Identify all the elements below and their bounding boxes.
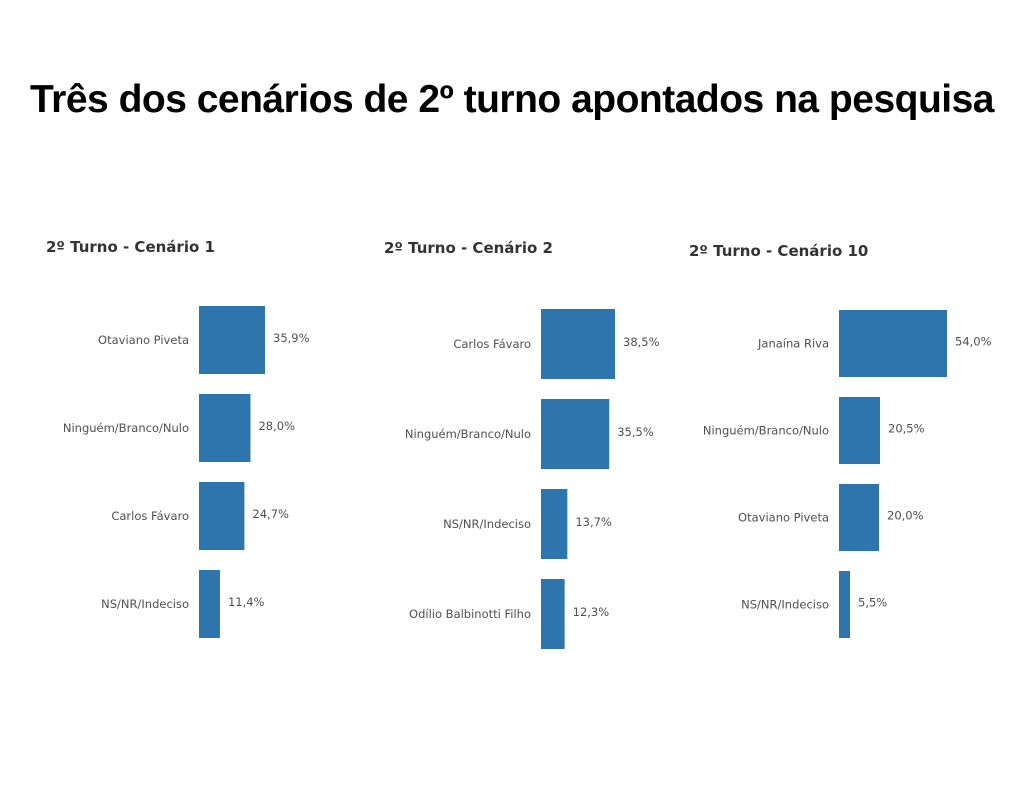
- category-label: Ninguém/Branco/Nulo: [63, 421, 189, 435]
- value-label: 20,5%: [888, 422, 925, 436]
- value-label: 28,0%: [258, 419, 295, 433]
- category-label: Janaína Riva: [757, 337, 829, 351]
- category-label: NS/NR/Indeciso: [443, 517, 531, 531]
- value-label: 12,3%: [573, 605, 610, 619]
- bar: [199, 482, 245, 550]
- chart-title: 2º Turno - Cenário 1: [46, 238, 215, 256]
- bar: [839, 571, 850, 638]
- category-label: Carlos Fávaro: [453, 337, 531, 351]
- value-label: 11,4%: [228, 595, 265, 609]
- chart-2: 2º Turno - Cenário 2 Carlos Fávaro 38,5% Ni…: [384, 239, 660, 649]
- value-label: 54,0%: [955, 335, 992, 349]
- bar: [541, 399, 610, 469]
- value-label: 35,5%: [617, 425, 654, 439]
- value-label: 5,5%: [858, 596, 887, 610]
- bar: [839, 484, 879, 551]
- value-label: 20,0%: [887, 509, 924, 523]
- value-label: 38,5%: [623, 335, 660, 349]
- category-label: NS/NR/Indeciso: [741, 598, 829, 612]
- category-label: Ninguém/Branco/Nulo: [703, 424, 829, 438]
- bar: [199, 306, 265, 374]
- category-label: Otaviano Piveta: [98, 333, 189, 347]
- category-label: Ninguém/Branco/Nulo: [405, 427, 531, 441]
- category-label: Odílio Balbinotti Filho: [409, 607, 531, 621]
- value-label: 13,7%: [575, 515, 612, 529]
- value-label: 24,7%: [252, 507, 289, 521]
- category-label: NS/NR/Indeciso: [101, 597, 189, 611]
- bar: [199, 394, 251, 462]
- bar: [839, 397, 880, 464]
- category-label: Carlos Fávaro: [111, 509, 189, 523]
- bar: [199, 570, 220, 638]
- chart-3: 2º Turno - Cenário 10 Janaína Riva 54,0% Ni…: [689, 242, 992, 638]
- page-title: Três dos cenários de 2º turno apontados …: [30, 78, 995, 121]
- category-label: Otaviano Piveta: [738, 511, 829, 525]
- chart-title: 2º Turno - Cenário 10: [689, 242, 868, 260]
- bar: [541, 309, 615, 379]
- bar: [839, 310, 947, 377]
- bar: [541, 579, 565, 649]
- bar: [541, 489, 568, 559]
- chart-title: 2º Turno - Cenário 2: [384, 239, 553, 257]
- chart-1: 2º Turno - Cenário 1 Otaviano Piveta 35,9%…: [46, 238, 310, 638]
- value-label: 35,9%: [273, 331, 310, 345]
